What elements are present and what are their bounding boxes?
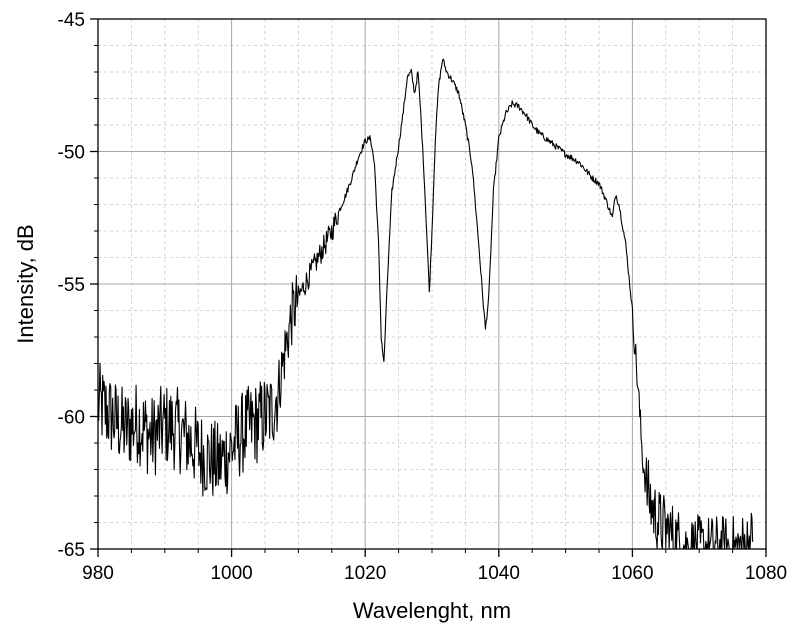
plot-frame xyxy=(97,18,767,550)
x-tick-label: 1040 xyxy=(478,563,520,584)
y-tick-label: -55 xyxy=(58,275,85,296)
tick-labels: 980 1000 1020 1040 1060 1080 -65 -60 -55 -50 -45 xyxy=(58,10,788,584)
y-tick-label: -50 xyxy=(58,143,85,164)
x-tick-label: 980 xyxy=(82,563,114,584)
y-tick-label: -45 xyxy=(58,10,85,31)
x-tick-label: 1020 xyxy=(344,563,386,584)
y-tick-label: -60 xyxy=(58,408,85,429)
major-grid xyxy=(98,19,766,549)
x-tick-label: 1060 xyxy=(611,563,653,584)
y-tick-label: -65 xyxy=(58,540,85,561)
spectrum-line xyxy=(97,58,754,550)
x-tick-label: 1080 xyxy=(745,563,787,584)
x-axis-label: Wavelenght, nm xyxy=(353,598,511,623)
y-axis-label: Intensity, dB xyxy=(13,224,38,343)
x-tick-label: 1000 xyxy=(210,563,252,584)
axis-ticks xyxy=(90,18,767,557)
